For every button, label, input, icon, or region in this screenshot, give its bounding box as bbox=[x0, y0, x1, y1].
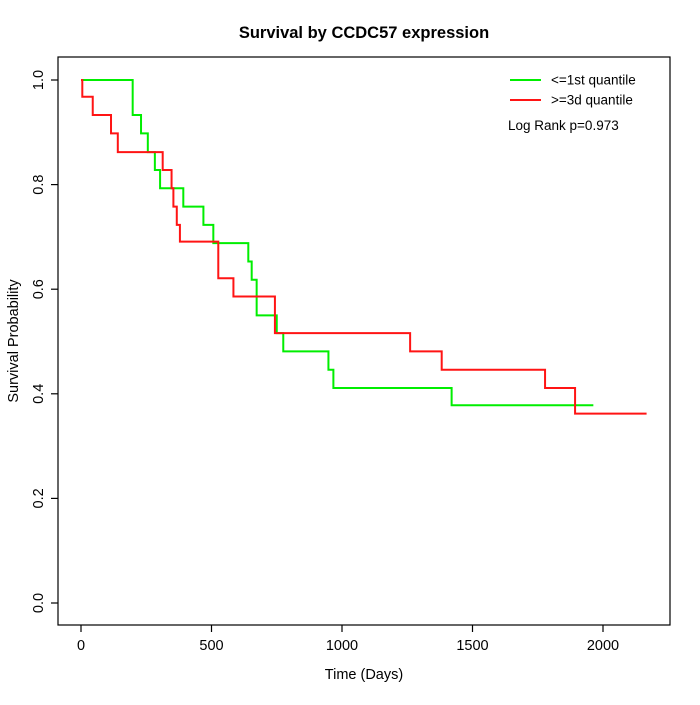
y-axis-label: Survival Probability bbox=[6, 279, 22, 403]
plot-box bbox=[57, 56, 671, 626]
x-tick-label: 1000 bbox=[326, 638, 358, 654]
x-tick-label: 1500 bbox=[456, 638, 488, 654]
y-tick-label: 0.4 bbox=[31, 384, 47, 404]
legend-label-1st-quantile: <=1st quantile bbox=[551, 73, 636, 88]
ge-3d-quantile-curve bbox=[81, 79, 647, 415]
x-tick-label: 500 bbox=[199, 638, 223, 654]
legend-label-3d-quantile: >=3d quantile bbox=[551, 93, 633, 108]
y-tick-label: 0.2 bbox=[31, 488, 47, 508]
x-axis-label: Time (Days) bbox=[325, 667, 403, 683]
y-tick-label: 0.8 bbox=[31, 175, 47, 195]
y-tick-label: 0.0 bbox=[31, 593, 47, 613]
y-tick-label: 0.6 bbox=[31, 279, 47, 299]
le-1st-quantile-curve bbox=[81, 79, 594, 407]
y-tick-label: 1.0 bbox=[31, 70, 47, 90]
logrank-annotation: Log Rank p=0.973 bbox=[508, 118, 619, 133]
survival-curves bbox=[81, 79, 647, 415]
chart-title: Survival by CCDC57 expression bbox=[239, 24, 489, 42]
legend: <=1st quantile >=3d quantile Log Rank p=… bbox=[508, 73, 636, 134]
axis-ticks: 0 500 1000 1500 2000 0.0 0.2 0.4 0.6 0.8 1.0 bbox=[31, 70, 619, 654]
x-tick-label: 2000 bbox=[587, 638, 619, 654]
x-tick-label: 0 bbox=[77, 638, 85, 654]
